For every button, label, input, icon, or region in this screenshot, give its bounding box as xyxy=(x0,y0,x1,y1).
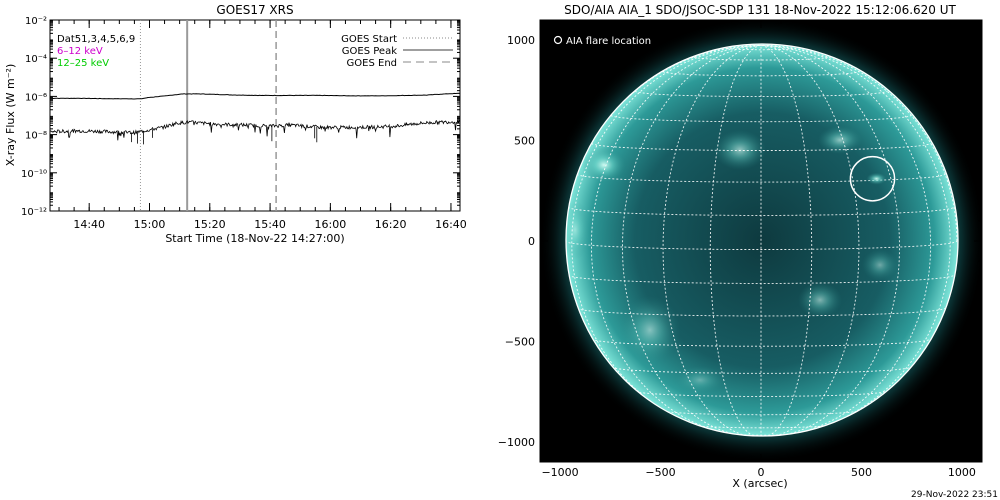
annotation-label: 12–25 keV xyxy=(57,58,109,69)
legend-circle-marker xyxy=(553,35,563,45)
active-region xyxy=(714,130,766,170)
grid-line xyxy=(611,366,911,374)
grid-line xyxy=(566,240,958,250)
legend-label: GOES Peak xyxy=(342,46,397,57)
grid-line xyxy=(662,71,860,77)
x-tick-label: 16:00 xyxy=(315,218,347,231)
x-tick-label: 15:20 xyxy=(194,218,226,231)
flare-brightening xyxy=(866,172,887,185)
x-axis-label: X (arcsec) xyxy=(732,477,787,490)
y-tick-label: −500 xyxy=(505,335,535,348)
grid-line xyxy=(610,114,912,123)
x-tick-label: 15:00 xyxy=(134,218,166,231)
active-region xyxy=(862,249,898,281)
y-axis: 10⁻² 10⁻⁴ 10⁻⁶ 10⁻⁸ 10⁻¹⁰ 10⁻¹² xyxy=(21,16,460,218)
series-line-12-25-kev xyxy=(50,92,460,100)
active-region xyxy=(620,296,680,364)
active-region xyxy=(582,147,626,183)
grid-line xyxy=(760,44,958,242)
active-regions xyxy=(566,126,898,394)
active-region xyxy=(818,126,862,154)
y-tick-label: 0 xyxy=(528,235,535,248)
x-axis: 14:40 15:00 15:20 15:40 16:00 16:20 16:40 xyxy=(58,20,467,231)
x-tick-label: 1000 xyxy=(948,466,976,479)
y-tick-label: 10⁻⁶ xyxy=(25,92,47,103)
y-tick-label: 10⁻² xyxy=(25,16,47,27)
x-tick-label: −1000 xyxy=(541,466,578,479)
annotation-label: Dat51,3,4,5,6,9 xyxy=(57,34,135,45)
x-tick-label: 16:20 xyxy=(375,218,407,231)
flare-location-marker xyxy=(849,155,896,202)
grid-line xyxy=(622,44,762,436)
grid-line xyxy=(694,424,828,429)
legend-label: AIA flare location xyxy=(566,36,651,47)
grid-line xyxy=(590,44,762,436)
y-axis-label: X-ray Flux (W m⁻²) xyxy=(4,64,17,166)
limb-outline xyxy=(565,43,959,437)
grid-line xyxy=(760,44,932,436)
active-region xyxy=(798,282,842,318)
y-tick-label: 500 xyxy=(514,135,535,148)
x-axis-label: Start Time (18-Nov-22 14:27:00) xyxy=(165,232,344,245)
grid-line xyxy=(760,44,900,436)
grid-line xyxy=(760,44,860,436)
legend-label: GOES Start xyxy=(341,34,397,45)
y-tick-label: 10⁻¹⁰ xyxy=(21,169,47,180)
x-tick-label: 500 xyxy=(851,466,872,479)
grid-line xyxy=(662,44,762,436)
y-tick-label: 10⁻⁴ xyxy=(25,54,47,65)
y-axis: −1000 −500 0 500 1000 xyxy=(498,19,982,463)
x-tick-label: 14:40 xyxy=(73,218,105,231)
y-tick-label: 10⁻⁸ xyxy=(25,131,47,142)
event-markers xyxy=(139,20,277,211)
x-tick-label: 0 xyxy=(758,466,765,479)
goes-xrs-chart: GOES17 XRS 10⁻² 10⁻⁴ 10⁻⁶ 10⁻⁸ 10⁻¹⁰ 10⁻¹² 14… xyxy=(4,3,467,245)
series-line-6-12-kev xyxy=(50,119,460,141)
active-region xyxy=(674,366,726,394)
grid-line xyxy=(634,90,888,98)
x-tick-label: 16:40 xyxy=(435,218,467,231)
aia-image-chart: SDO/AIA AIA_1 SDO/JSOC-SDP 131 18-Nov-20… xyxy=(498,3,983,490)
legend-label: GOES End xyxy=(347,58,397,69)
annotation-label: 6–12 keV xyxy=(57,46,103,57)
series-group xyxy=(50,92,460,145)
plot-frame xyxy=(49,19,461,212)
sun-image: AIA flare location xyxy=(540,20,982,462)
y-tick-label: 1000 xyxy=(507,34,535,47)
x-tick-label: 15:40 xyxy=(254,218,286,231)
chart-title: GOES17 XRS xyxy=(216,3,293,17)
x-axis: −1000 −500 0 500 1000 xyxy=(539,20,983,479)
footer-timestamp: 29-Nov-2022 23:51 xyxy=(911,490,998,500)
legend: AIA flare location xyxy=(553,35,651,47)
y-tick-label: −1000 xyxy=(498,436,535,449)
x-tick-label: −500 xyxy=(645,466,675,479)
y-tick-label: 10⁻¹² xyxy=(21,207,47,218)
grid-line xyxy=(576,173,946,183)
grid-line xyxy=(591,338,931,347)
chart-title: SDO/AIA AIA_1 SDO/JSOC-SDP 131 18-Nov-20… xyxy=(564,3,956,17)
grid-line xyxy=(726,47,796,51)
grid-line xyxy=(760,44,951,435)
